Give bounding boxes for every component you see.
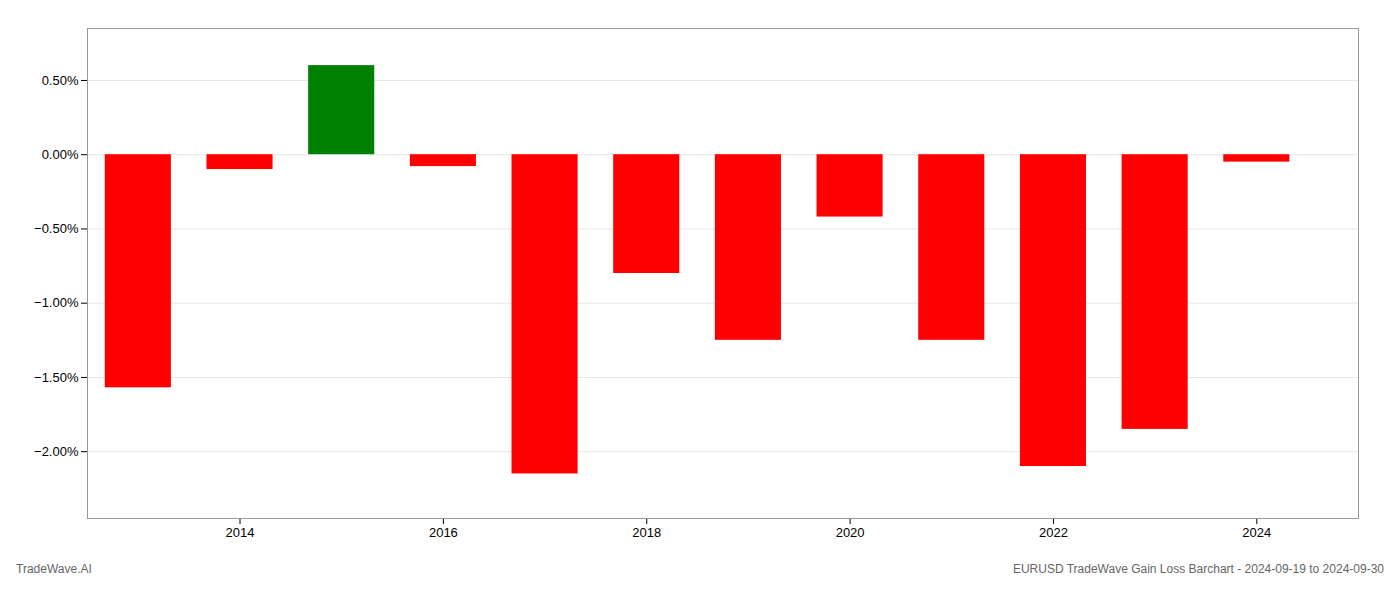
svg-text:−0.50%: −0.50% [34, 221, 79, 236]
html-text:TradeWave.AI: TradeWave.AI [16, 562, 92, 576]
svg-text:−1.00%: −1.00% [34, 295, 79, 310]
svg-text:0.50%: 0.50% [42, 73, 79, 88]
svg-text:2014: 2014 [226, 525, 255, 540]
svg-text:2016: 2016 [429, 525, 458, 540]
html-text:EURUSD TradeWave Gain Loss Bar: EURUSD TradeWave Gain Loss Barchart - 20… [1012, 562, 1384, 576]
svg-text:−2.00%: −2.00% [34, 444, 79, 459]
svg-text:2022: 2022 [1039, 525, 1068, 540]
svg-text:−1.50%: −1.50% [34, 370, 79, 385]
svg-text:2020: 2020 [836, 525, 865, 540]
svg-text:0.00%: 0.00% [42, 147, 79, 162]
svg-text:2018: 2018 [632, 525, 661, 540]
svg-text:2024: 2024 [1242, 525, 1271, 540]
